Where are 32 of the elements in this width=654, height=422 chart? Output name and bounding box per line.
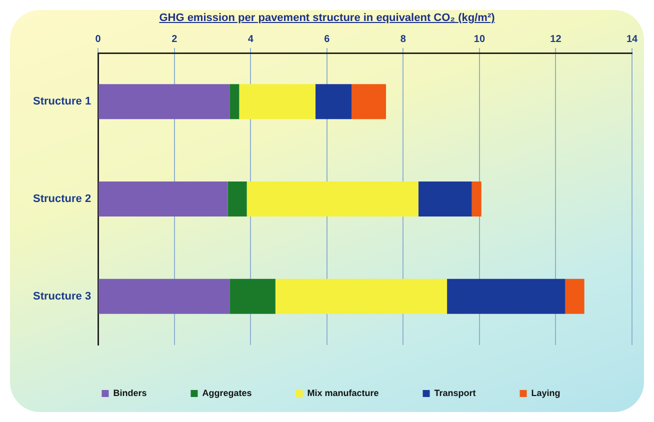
legend-label: Binders xyxy=(113,388,147,398)
x-tick-label: 2 xyxy=(172,34,178,45)
y-tick-label: Structure 2 xyxy=(32,193,92,206)
bar xyxy=(230,84,240,120)
x-tick-label: 12 xyxy=(550,34,562,45)
bar xyxy=(447,278,566,314)
bar xyxy=(228,181,247,217)
x-tick-label: 14 xyxy=(626,34,638,45)
chart-title: GHG emission per pavement structure in equivalent CO₂ (kg/m²) xyxy=(158,12,496,24)
bar xyxy=(472,181,482,217)
bar xyxy=(352,84,386,120)
bar xyxy=(98,278,230,314)
legend-label: Mix manufacture xyxy=(307,388,379,398)
bar xyxy=(275,278,448,314)
y-tick-label: Structure 1 xyxy=(32,96,92,108)
bar xyxy=(98,181,228,217)
bar xyxy=(98,84,230,120)
x-tick-label: 4 xyxy=(248,34,254,45)
bar xyxy=(230,278,276,314)
x-tick-label: 0 xyxy=(95,34,102,45)
y-tick-label: Structure 3 xyxy=(32,290,92,302)
bar xyxy=(239,84,316,120)
legend-label: Aggregates xyxy=(202,388,252,398)
legend-label: Transport xyxy=(434,388,476,398)
bar xyxy=(315,84,352,120)
bar xyxy=(246,181,418,217)
bar xyxy=(418,181,472,217)
bar xyxy=(565,278,584,314)
legend-label: Laying xyxy=(531,388,560,398)
x-tick-label: 8 xyxy=(400,34,406,45)
x-tick-label: 6 xyxy=(324,34,330,45)
x-tick-label: 10 xyxy=(474,34,486,45)
